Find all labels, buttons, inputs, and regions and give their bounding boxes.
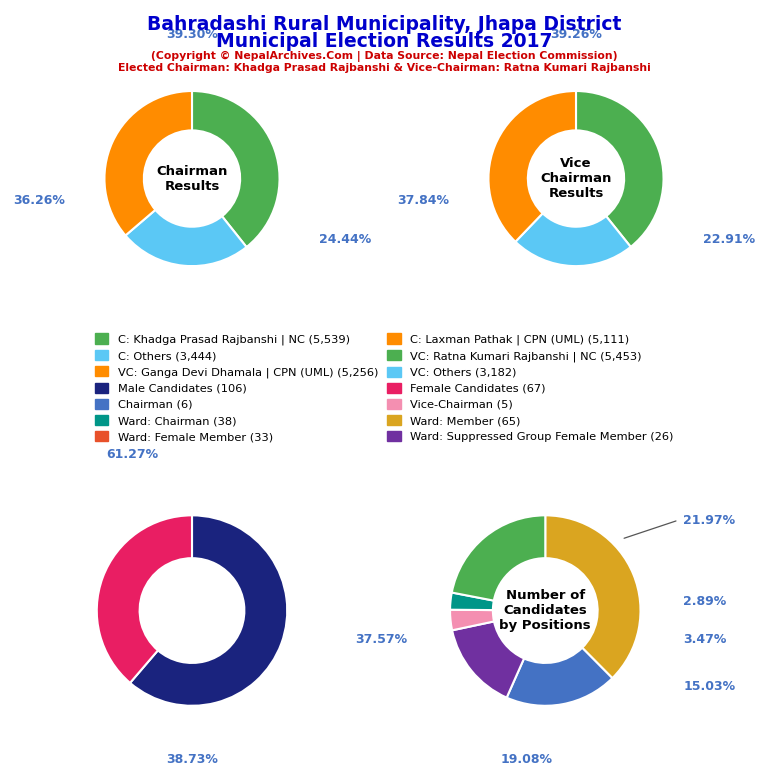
Text: 15.03%: 15.03% [684, 680, 736, 694]
Text: 22.91%: 22.91% [703, 233, 755, 247]
Text: 3.47%: 3.47% [684, 633, 727, 646]
Text: 39.26%: 39.26% [550, 28, 602, 41]
Wedge shape [488, 91, 576, 242]
Wedge shape [515, 214, 631, 266]
Wedge shape [452, 515, 545, 601]
Wedge shape [450, 593, 494, 610]
Text: 38.73%: 38.73% [166, 753, 218, 766]
Text: 2.89%: 2.89% [684, 594, 727, 607]
Text: 37.84%: 37.84% [397, 194, 449, 207]
Wedge shape [97, 515, 192, 683]
Text: Municipal Election Results 2017: Municipal Election Results 2017 [216, 32, 552, 51]
Text: 39.30%: 39.30% [166, 28, 218, 41]
Wedge shape [452, 621, 524, 697]
Text: 24.44%: 24.44% [319, 233, 371, 247]
Text: Number of
Candidates
by Gender: Number of Candidates by Gender [150, 589, 234, 632]
Wedge shape [130, 515, 287, 706]
Wedge shape [104, 91, 192, 236]
Legend: C: Khadga Prasad Rajbanshi | NC (5,539), C: Others (3,444), VC: Ganga Devi Dhama: C: Khadga Prasad Rajbanshi | NC (5,539),… [90, 329, 678, 447]
Text: 61.27%: 61.27% [107, 448, 158, 461]
Text: (Copyright © NepalArchives.Com | Data Source: Nepal Election Commission): (Copyright © NepalArchives.Com | Data So… [151, 51, 617, 61]
Text: Chairman
Results: Chairman Results [157, 164, 227, 193]
Text: 21.97%: 21.97% [684, 514, 736, 527]
Text: 19.08%: 19.08% [500, 753, 552, 766]
Wedge shape [507, 647, 612, 706]
Text: Vice
Chairman
Results: Vice Chairman Results [541, 157, 611, 200]
Text: 36.26%: 36.26% [13, 194, 65, 207]
Wedge shape [450, 610, 494, 631]
Text: 37.57%: 37.57% [355, 633, 407, 646]
Text: Number of
Candidates
by Positions: Number of Candidates by Positions [499, 589, 591, 632]
Wedge shape [125, 210, 247, 266]
Wedge shape [545, 515, 641, 678]
Text: Bahradashi Rural Municipality, Jhapa District: Bahradashi Rural Municipality, Jhapa Dis… [147, 15, 621, 35]
Text: Elected Chairman: Khadga Prasad Rajbanshi & Vice-Chairman: Ratna Kumari Rajbansh: Elected Chairman: Khadga Prasad Rajbansh… [118, 63, 650, 73]
Wedge shape [192, 91, 280, 247]
Wedge shape [576, 91, 664, 247]
